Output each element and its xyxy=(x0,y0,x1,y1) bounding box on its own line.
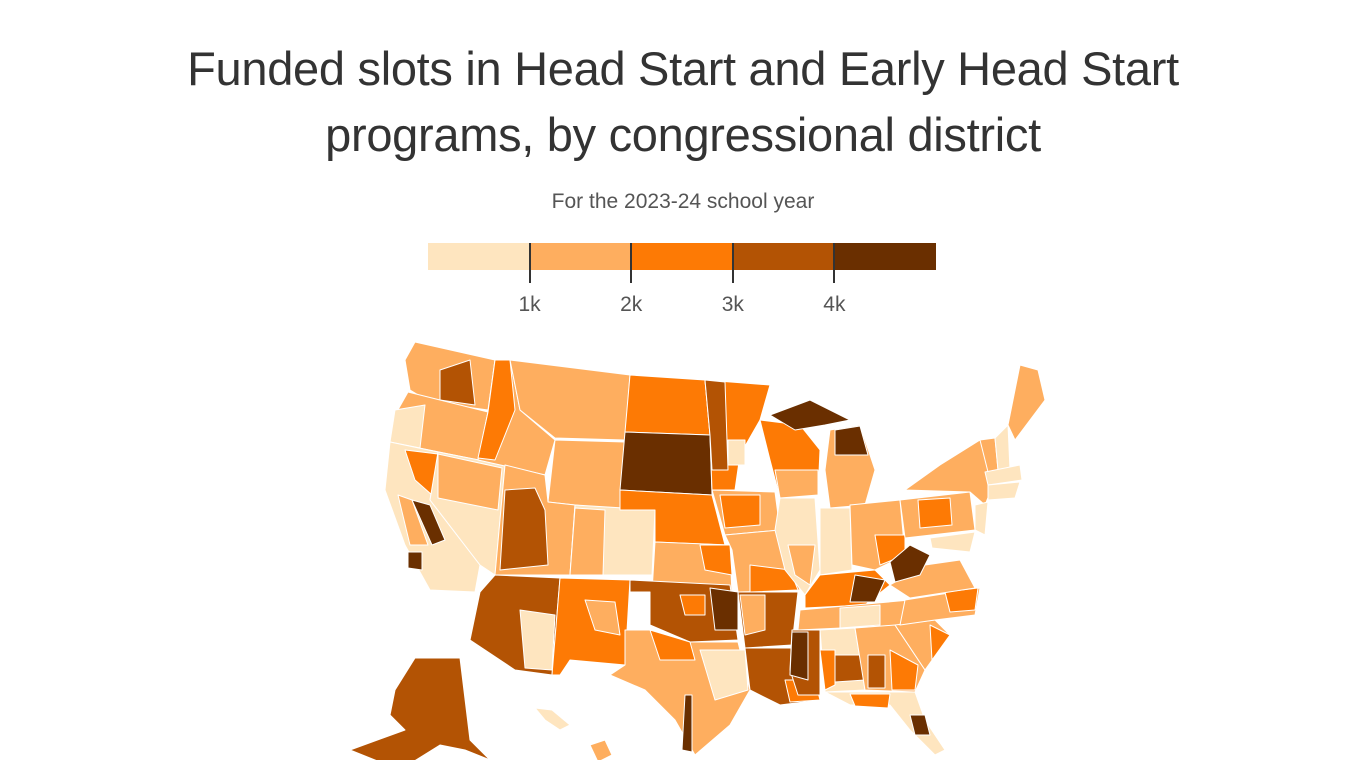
state-new-hampshire[interactable] xyxy=(994,424,1011,471)
title-line-1: Funded slots in Head Start and Early Hea… xyxy=(187,42,1179,95)
map-svg xyxy=(349,341,1046,768)
district-fl-central[interactable] xyxy=(909,714,931,736)
legend-tick xyxy=(630,243,633,283)
state-hawaii-big[interactable] xyxy=(589,739,613,763)
legend-bin-4 xyxy=(834,243,936,270)
state-south-dakota[interactable] xyxy=(619,431,713,496)
title-line-2: programs, by congressional district xyxy=(325,108,1041,161)
district-pa-central[interactable] xyxy=(917,497,953,529)
district-ok-central[interactable] xyxy=(679,594,706,616)
district-ms-delta[interactable] xyxy=(789,631,809,681)
district-wa-east[interactable] xyxy=(439,359,476,406)
district-ok-east[interactable] xyxy=(709,587,739,631)
district-ga-sw[interactable] xyxy=(867,654,886,689)
district-ca-la[interactable] xyxy=(407,551,423,571)
legend-tick xyxy=(731,243,734,283)
district-mn-west[interactable] xyxy=(704,379,729,471)
district-il-south[interactable] xyxy=(787,544,816,586)
state-connecticut-ri[interactable] xyxy=(987,481,1021,501)
chart-title: Funded slots in Head Start and Early Hea… xyxy=(0,36,1366,168)
district-al-west[interactable] xyxy=(819,649,836,691)
color-legend: 1k 2k 3k 4k xyxy=(428,243,936,323)
district-ks-east[interactable] xyxy=(699,544,733,576)
district-ca-bay[interactable] xyxy=(397,494,429,546)
district-wi-south[interactable] xyxy=(774,469,819,499)
district-fl-panhandle[interactable] xyxy=(849,693,891,709)
state-north-dakota[interactable] xyxy=(624,374,711,436)
state-new-jersey[interactable] xyxy=(974,501,989,536)
state-montana[interactable] xyxy=(509,359,631,441)
district-nv-north[interactable] xyxy=(437,453,503,511)
district-az-south[interactable] xyxy=(519,609,556,671)
legend-tick xyxy=(528,243,531,283)
district-tn-east[interactable] xyxy=(839,604,881,629)
legend-bin-3 xyxy=(732,243,835,270)
state-indiana[interactable] xyxy=(819,507,853,576)
state-maryland[interactable] xyxy=(929,531,976,553)
state-massachusetts[interactable] xyxy=(984,464,1023,486)
district-ut-west[interactable] xyxy=(499,487,549,571)
district-tx-north[interactable] xyxy=(649,629,696,661)
legend-tick-label: 1k xyxy=(518,293,541,316)
district-nm-central[interactable] xyxy=(584,599,621,636)
legend-tick-label: 3k xyxy=(721,293,744,316)
district-tx-east[interactable] xyxy=(699,649,749,701)
district-co-west[interactable] xyxy=(569,507,606,576)
legend-bins xyxy=(428,243,936,270)
legend-bin-2 xyxy=(631,243,733,270)
district-ca-central-valley[interactable] xyxy=(411,499,446,546)
state-hawaii-islands[interactable] xyxy=(534,707,571,731)
state-west-virginia[interactable] xyxy=(889,544,931,583)
state-maine[interactable] xyxy=(1007,364,1046,441)
district-mi-north[interactable] xyxy=(834,425,869,456)
state-michigan-up[interactable] xyxy=(769,399,851,431)
district-ky-east[interactable] xyxy=(849,574,886,603)
chart-subtitle: For the 2023-24 school year xyxy=(551,190,815,213)
district-sc-east[interactable] xyxy=(929,624,951,661)
district-mn-metro[interactable] xyxy=(727,439,746,466)
legend-tick xyxy=(833,243,836,283)
district-ar-west[interactable] xyxy=(739,594,766,636)
state-alaska[interactable] xyxy=(349,657,491,768)
legend-tick-label: 4k xyxy=(823,293,846,316)
legend-tick-label: 2k xyxy=(620,293,643,316)
legend-bin-1 xyxy=(529,243,632,270)
us-district-map xyxy=(320,330,1060,768)
district-tx-rgv[interactable] xyxy=(681,694,693,753)
state-wyoming[interactable] xyxy=(547,439,626,511)
district-or-coast[interactable] xyxy=(389,404,426,449)
district-ga-se[interactable] xyxy=(889,649,919,691)
legend-bin-0 xyxy=(428,243,530,270)
district-ia-1[interactable] xyxy=(719,494,761,529)
